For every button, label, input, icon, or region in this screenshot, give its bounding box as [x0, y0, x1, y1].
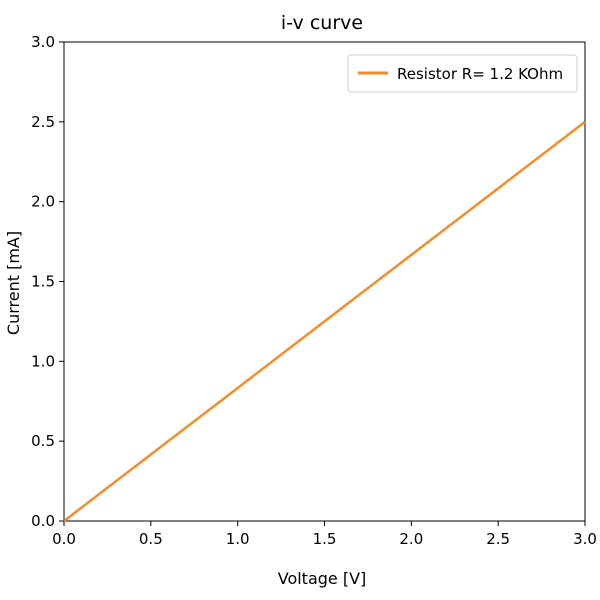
legend: Resistor R= 1.2 KOhm [347, 54, 578, 93]
y-axis-label: Current [mA] [4, 231, 23, 335]
x-tick-label: 0.5 [139, 530, 163, 548]
y-tick-label: 0.0 [31, 512, 55, 530]
x-tick-label: 0.0 [52, 530, 76, 548]
x-tick-label: 3.0 [573, 530, 597, 548]
x-axis-ticks: 0.0 0.5 1.0 1.5 2.0 2.5 3.0 [52, 521, 597, 548]
legend-box [347, 54, 578, 93]
series-line [63, 120, 586, 522]
plot-frame [63, 41, 586, 522]
chart-title: i-v curve [281, 12, 363, 34]
x-tick-label: 2.0 [399, 530, 423, 548]
x-tick-label: 1.5 [313, 530, 337, 548]
y-axis-ticks: 0.0 0.5 1.0 1.5 2.0 2.5 3.0 [31, 33, 64, 530]
y-tick-label: 2.5 [31, 113, 55, 131]
y-tick-label: 1.5 [31, 273, 55, 291]
plot-area-border [63, 41, 586, 522]
y-tick-label: 3.0 [31, 33, 55, 51]
x-tick-label: 2.5 [486, 530, 510, 548]
series-layer [63, 120, 586, 522]
y-tick-label: 1.0 [31, 352, 55, 370]
x-tick-label: 1.0 [226, 530, 250, 548]
x-axis-label: Voltage [V] [278, 569, 367, 588]
y-tick-label: 2.0 [31, 193, 55, 211]
legend-label: Resistor R= 1.2 KOhm [397, 65, 563, 83]
y-tick-label: 0.5 [31, 432, 55, 450]
